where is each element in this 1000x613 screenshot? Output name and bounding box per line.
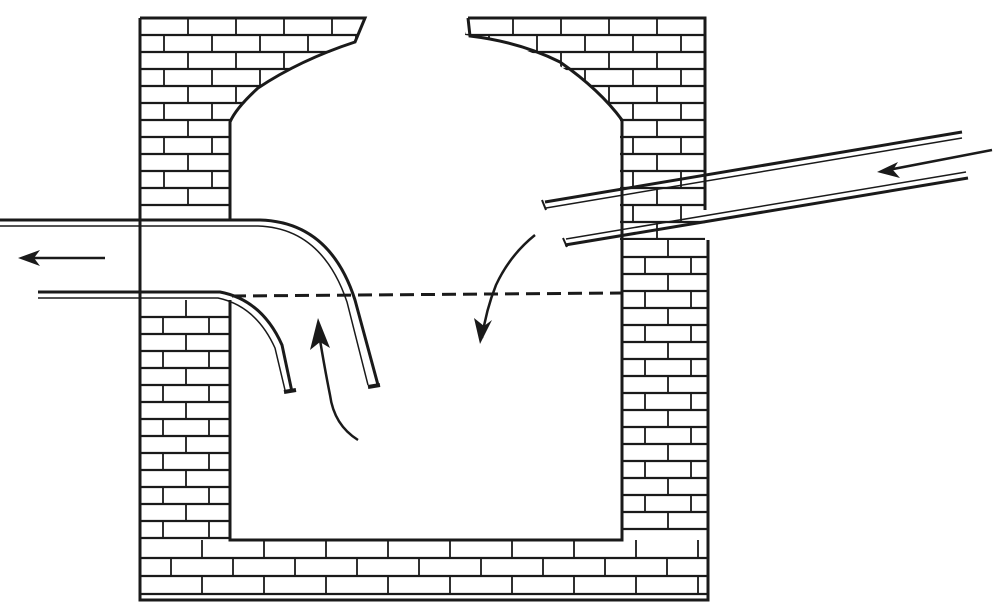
outflow-arrow-icon [18,250,105,266]
brick-background [140,540,708,602]
outlet-pipe-top-wall [0,218,380,386]
rising-arrow-icon [310,318,359,442]
right-wall-lower [622,240,708,540]
floor-slab [140,540,708,602]
water-level-line [231,291,623,298]
right-arch-outline [466,16,707,240]
inlet-pipe-lower-wall-inner [565,171,967,240]
left-wall-upper [140,18,365,220]
chamber-outline [138,18,710,602]
left-wall-lower [140,300,230,540]
inlet-pipe-upper-wall-inner [545,137,963,209]
outlet-pipe-mouth-right [367,383,381,389]
falling-arrow-icon [474,234,536,344]
inlet-pipe-end-bottom [562,237,568,248]
inlet-pipe-upper-wall [544,130,963,204]
left-arch-outline [140,16,368,220]
outlet-pipe-bottom-wall [38,290,294,393]
outlet-pipe-mouth-left [283,388,297,394]
inlet-pipe [541,130,969,248]
outlet-pipe-bottom-wall-inner [38,297,286,391]
right-wall-upper [465,18,705,240]
inlet-pipe-lower-wall [564,176,969,247]
inflow-arrow-icon [877,148,993,178]
inlet-pipe-end-top [541,199,547,211]
